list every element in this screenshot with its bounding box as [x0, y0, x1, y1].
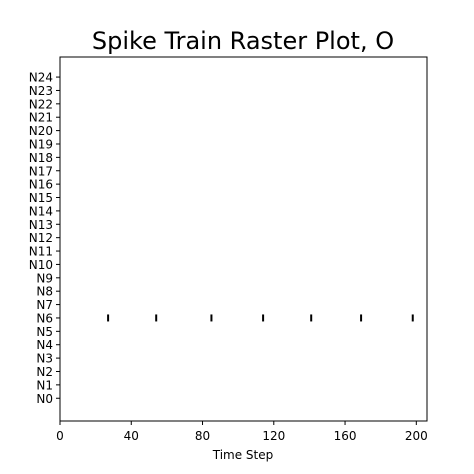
y-tick-label: N11 [29, 245, 53, 259]
y-tick-label: N24 [29, 71, 53, 85]
y-tick-label: N4 [36, 338, 53, 352]
y-tick-label: N19 [29, 137, 53, 151]
y-tick-label: N3 [36, 352, 53, 366]
y-tick-label: N2 [36, 365, 53, 379]
x-tick-label: 200 [405, 429, 428, 443]
y-tick-label: N23 [29, 84, 53, 98]
y-tick-label: N20 [29, 124, 53, 138]
y-tick-label: N5 [36, 325, 53, 339]
x-tick-label: 80 [195, 429, 210, 443]
plot-area [59, 56, 428, 422]
y-tick-label: N10 [29, 258, 53, 272]
y-tick-label: N18 [29, 151, 53, 165]
y-tick-label: N13 [29, 218, 53, 232]
y-tick-label: N12 [29, 231, 53, 245]
x-tick-label: 0 [56, 429, 64, 443]
x-tick-label: 160 [334, 429, 357, 443]
x-axis-label: Time Step [212, 448, 274, 462]
x-axis: 0 40 80 120 160 200 [56, 421, 428, 443]
y-tick-label: N7 [36, 298, 53, 312]
spike-marks [107, 314, 414, 322]
chart-title: Spike Train Raster Plot, O [92, 27, 394, 55]
y-axis: N0N1N2N3N4N5N6N7N8N9N10N11N12N13N14N15N1… [29, 71, 60, 406]
y-tick-label: N6 [36, 311, 53, 325]
x-tick-label: 40 [124, 429, 139, 443]
y-tick-label: N21 [29, 111, 53, 125]
y-tick-label: N22 [29, 97, 53, 111]
y-tick-label: N16 [29, 178, 53, 192]
y-tick-label: N8 [36, 285, 53, 299]
y-tick-label: N17 [29, 164, 53, 178]
x-tick-label: 120 [262, 429, 285, 443]
y-tick-label: N1 [36, 378, 53, 392]
y-tick-label: N0 [36, 392, 53, 406]
y-tick-label: N15 [29, 191, 53, 205]
y-tick-label: N9 [36, 271, 53, 285]
y-tick-label: N14 [29, 204, 53, 218]
